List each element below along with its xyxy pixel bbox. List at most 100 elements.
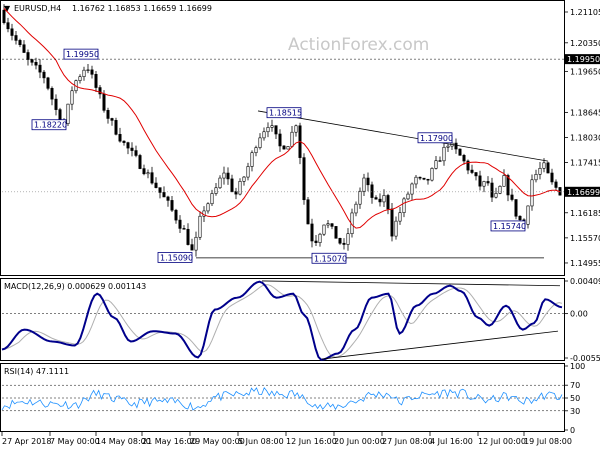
candle-body xyxy=(366,177,370,186)
candle-body xyxy=(530,179,534,207)
time-tick-label: 19 Jul 08:00 xyxy=(524,437,572,446)
candle-body xyxy=(302,157,306,201)
candle-body xyxy=(190,244,194,251)
candle-body xyxy=(274,125,278,135)
time-tick-label: 14 May 08:00 xyxy=(96,437,151,446)
candle-body xyxy=(310,223,314,242)
time-tick-label: 20 Jun 00:00 xyxy=(334,437,385,446)
time-tick-label: 21 May 16:00 xyxy=(142,437,197,446)
candle-body xyxy=(342,242,346,245)
candle-body xyxy=(442,146,446,162)
candle-body xyxy=(486,181,490,184)
candle-body xyxy=(178,219,182,229)
candle-body xyxy=(166,196,170,201)
symbol-label: EURUSD,H4 xyxy=(14,4,61,13)
candle-body xyxy=(546,162,550,174)
candle-body xyxy=(502,175,506,187)
candle-body xyxy=(346,233,350,245)
candle-body xyxy=(322,224,326,235)
candle-body xyxy=(210,193,214,205)
price-tag-box xyxy=(565,186,600,197)
candle-body xyxy=(150,172,154,184)
candle-body xyxy=(82,69,86,77)
candle-body xyxy=(218,177,222,189)
candle-body xyxy=(118,134,122,142)
rsi-tick-label: 50 xyxy=(570,394,580,403)
time-tick-label: 7 May 00:00 xyxy=(50,437,100,446)
price-tick-label: 1.16185 xyxy=(570,209,600,218)
candle-body xyxy=(10,28,14,36)
candle-body xyxy=(158,187,162,193)
candle-body xyxy=(86,69,90,71)
trendlines xyxy=(196,110,549,259)
candle-body xyxy=(162,192,166,198)
candle-body xyxy=(314,240,318,243)
chart-menu-triangle-icon[interactable]: ▼ xyxy=(4,4,11,13)
candle-body xyxy=(54,98,58,110)
candle-body xyxy=(538,167,542,175)
ohlc-readout: 1.16762 1.16853 1.16659 1.16699 xyxy=(72,4,212,13)
candle-body xyxy=(542,162,546,169)
candle-body xyxy=(278,133,282,147)
candle-body xyxy=(182,228,186,230)
swing-annotation: 1.15740 xyxy=(490,220,526,232)
swing-annotation: 1.15070 xyxy=(311,252,347,264)
candle-body xyxy=(226,172,230,180)
candle-body xyxy=(490,182,494,198)
candle-body xyxy=(194,236,198,251)
candle-body xyxy=(318,233,322,243)
candle-body xyxy=(170,200,174,211)
swing-annotation: 1.18220 xyxy=(31,119,67,131)
candle-body xyxy=(270,125,274,128)
annotation-label: 1.18515 xyxy=(269,109,302,118)
time-tick-label: 27 Apr 2018 xyxy=(2,437,51,446)
candle-body xyxy=(286,146,290,150)
candle-body xyxy=(294,125,298,133)
candle-body xyxy=(2,9,6,23)
price-tick-label: 1.18030 xyxy=(570,133,600,142)
annotation-label: 1.15070 xyxy=(314,254,347,263)
candle-body xyxy=(470,169,474,173)
annotation-label: 1.19950 xyxy=(66,50,99,59)
rsi-title: RSI(14) 47.1111 xyxy=(4,367,69,376)
candle-body xyxy=(174,209,178,221)
candle-body xyxy=(482,181,486,187)
candle-body xyxy=(550,172,554,183)
annotation-label: 1.18220 xyxy=(34,121,67,130)
watermark: ActionForex.com xyxy=(288,35,429,55)
macd-panel-frame xyxy=(0,278,565,361)
candle-body xyxy=(426,178,430,181)
candle-body xyxy=(70,90,74,105)
candle-body xyxy=(374,197,378,200)
candle-body xyxy=(146,172,150,175)
candle-body xyxy=(50,88,54,100)
candle-body xyxy=(230,178,234,192)
annotation-box xyxy=(266,107,302,119)
candle-body xyxy=(534,174,538,181)
time-tick-label: 12 Jul 00:00 xyxy=(478,437,526,446)
candle-body xyxy=(526,205,530,225)
price-tick-label: 1.19650 xyxy=(570,67,600,76)
annotation-label: 1.17900 xyxy=(420,134,453,143)
candle-body xyxy=(378,198,382,203)
candle-body xyxy=(30,59,34,63)
price-axis: 1.21105 1.20350 1.19650 1.18645 1.18030 1.174… xyxy=(564,8,600,268)
candle-body xyxy=(262,131,266,139)
candle-body xyxy=(326,223,330,226)
candle-body xyxy=(510,194,514,200)
candle-body xyxy=(214,187,218,194)
candle-body xyxy=(282,145,286,150)
candle-body xyxy=(462,155,466,162)
candle-body xyxy=(430,168,434,181)
macd-line xyxy=(1,280,563,361)
candle-body xyxy=(26,52,30,60)
candle-body xyxy=(66,103,70,124)
annotation-box xyxy=(31,119,67,131)
annotation-label: 1.15740 xyxy=(493,222,526,231)
candle-body xyxy=(394,220,398,237)
candle-body xyxy=(498,185,502,194)
candle-body xyxy=(446,145,450,148)
